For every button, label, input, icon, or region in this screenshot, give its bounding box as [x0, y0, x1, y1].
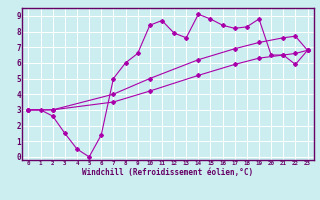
X-axis label: Windchill (Refroidissement éolien,°C): Windchill (Refroidissement éolien,°C) — [83, 168, 253, 177]
